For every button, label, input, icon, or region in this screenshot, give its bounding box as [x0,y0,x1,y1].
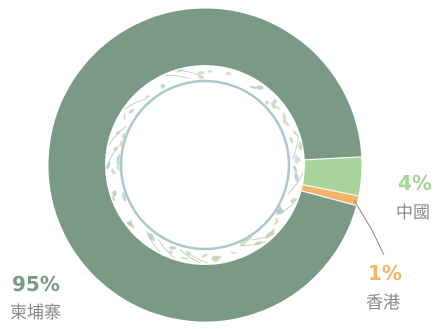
wreath-leaf [294,172,299,182]
hongkong-percent-label: 1% [368,261,402,285]
wreath-leaf [293,130,298,136]
cambodia-percent-label: 95% [12,272,60,296]
wreath-stem [164,75,190,79]
wreath-leaf [298,141,303,151]
wreath-leaf [245,236,253,242]
wreath-stem [123,98,148,110]
hongkong-name-label: 香港 [366,293,400,313]
wreath-leaf [117,154,121,161]
wreath-leaf [201,253,208,258]
wreath-leaf [128,109,135,114]
wreath-leaf [250,85,257,89]
wreath-leaf [113,146,118,152]
wreath-leaf [127,221,131,226]
wreath-leaf [160,83,166,89]
wreath-leaf [112,170,116,175]
wreath-leaf [207,70,213,73]
wreath-leaf [197,71,205,75]
wreath-leaf [278,209,285,215]
wreath-stem [287,173,304,195]
wreath-leaf [289,136,294,144]
china-name-label: 中國 [396,203,430,223]
wreath-leaf [256,85,264,90]
wreath-leaf [212,255,222,261]
wreath-leaf [105,162,111,170]
wreath-stem [179,249,201,264]
cambodia-name-label: 柬埔寨 [10,303,61,323]
wreath-leaf [294,155,299,165]
wreath-leaf [168,250,173,254]
wreath-leaf [273,99,277,104]
wreath-leaf [119,139,123,147]
wreath-stem [158,239,176,259]
donut-slices [47,7,363,323]
wreath-leaf [230,251,237,254]
wreath-stem [251,232,276,241]
wreath-leaf [254,241,263,245]
wreath-leaf [296,156,301,162]
wreath-leaf [240,238,248,247]
wreath-leaf [180,256,189,260]
wreath-leaf [225,71,232,76]
wreath-leaf [116,165,121,171]
wreath-leaf [112,190,117,197]
wreath-stem [108,126,127,146]
wreath-leaf [276,105,280,110]
wreath-leaf [265,232,271,239]
inner-ring-outline [119,79,291,251]
wreath-leaf [144,95,151,98]
wreath-leaf [293,165,298,173]
wreath-leaf [265,100,269,105]
wreath-leaf [169,246,177,250]
wreath-stem [146,230,161,253]
wreath-leaf [290,197,296,203]
wreath-stem [240,241,267,246]
china-percent-label: 4% [398,171,432,195]
wreath-stem [106,144,120,168]
wreath-leaf [275,217,279,224]
wreath-leaf [271,105,277,109]
wreath-leaf [147,233,155,241]
wreath-stem [178,70,204,78]
wreath-leaf [123,113,126,120]
wreath-stem [185,250,209,264]
wreath-leaf [111,195,116,202]
wreath-stem [292,134,299,159]
hongkong-leader-line [353,199,385,256]
wreath-leaf [282,120,291,127]
wreath-stem [277,198,298,216]
